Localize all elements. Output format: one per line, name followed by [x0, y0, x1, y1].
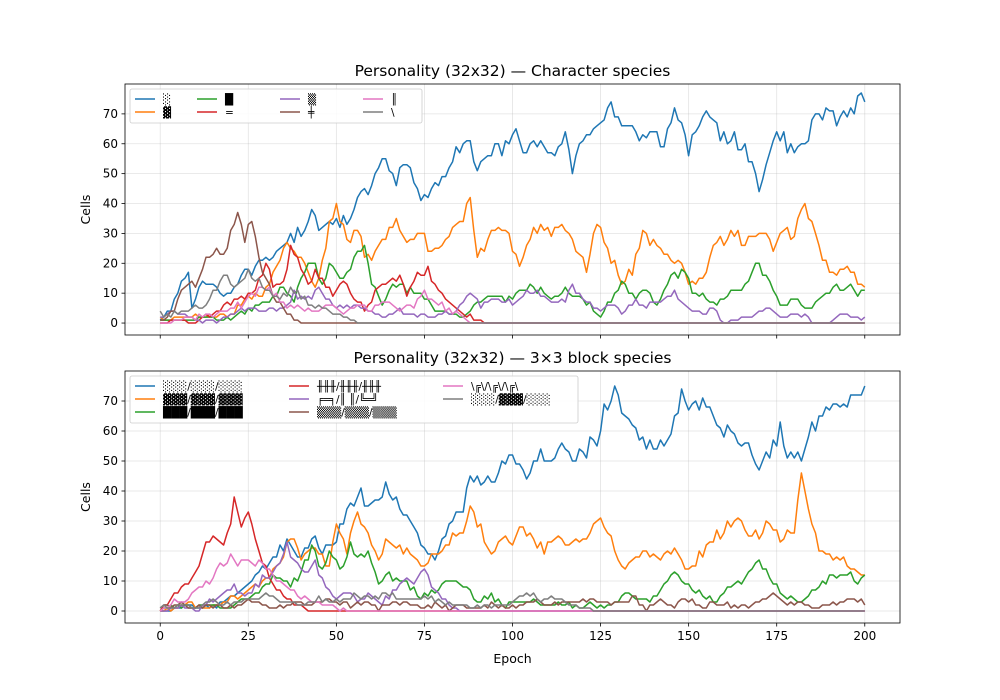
y-tick-label: 10 — [103, 286, 118, 300]
legend-label-3: ╫╫╫/╫╫╫/╫╫╫ — [316, 380, 382, 393]
legend-label-6: ║ — [391, 93, 397, 106]
x-tick-label: 125 — [589, 629, 612, 643]
y-tick-label: 30 — [103, 514, 118, 528]
legend-label-3: = — [225, 107, 234, 119]
x-tick-label: 25 — [241, 629, 256, 643]
y-tick-label: 20 — [103, 544, 118, 558]
top-chart-panel: 0 10 20 30 40 50 60 70 Personality (32x32) — Cha… — [78, 62, 901, 339]
legend-label-0: ░░░/░░░/░░░ — [163, 380, 243, 393]
legend-box — [129, 375, 579, 424]
y-tick-label: 40 — [103, 197, 118, 211]
y-tick-label: 60 — [103, 424, 118, 438]
y-tick-label: 70 — [103, 107, 118, 121]
x-tick-label: 50 — [329, 629, 344, 643]
x-tick-label: 175 — [765, 629, 788, 643]
legend-label-0: ░ — [163, 93, 171, 106]
series-line-2 — [160, 244, 865, 321]
series-line-1 — [159, 196, 866, 321]
legend-label-2: █ — [224, 93, 234, 106]
x-tick-label: 150 — [677, 629, 700, 643]
x-tick-label: 100 — [501, 629, 524, 643]
bottom-chart-panel: 0 25 50 75 100 125 150 175 200 0 10 20 30 40 50 60 70 Per… — [78, 349, 901, 666]
y-tick-label: 10 — [103, 574, 118, 588]
chart-title: Personality (32x32) — Character species — [355, 62, 671, 80]
y-tick-label: 20 — [103, 256, 118, 270]
y-tick-label: 50 — [103, 167, 118, 181]
legend-label-4: ▒ — [308, 93, 317, 106]
legend-label-5: ╪ — [307, 106, 315, 119]
x-axis-label: Epoch — [493, 651, 531, 666]
chart-title: Personality (32x32) — 3×3 block species — [353, 349, 671, 367]
legend-label-7: \ — [391, 107, 395, 119]
series-line-4 — [160, 283, 866, 324]
x-tick-label: 75 — [417, 629, 432, 643]
y-axis-label: Cells — [78, 482, 93, 512]
y-tick-label: 70 — [103, 394, 118, 408]
series-line-0 — [160, 385, 866, 612]
y-tick-label: 40 — [103, 484, 118, 498]
legend-label-4: ╒═╕/║ ║/╚═╝ — [317, 393, 378, 406]
y-tick-label: 0 — [110, 316, 118, 330]
x-tick-label: 0 — [156, 629, 164, 643]
y-tick-label: 30 — [103, 226, 118, 240]
y-tick-label: 60 — [103, 137, 118, 151]
series-line-7 — [159, 268, 865, 324]
x-tick-label: 200 — [853, 629, 876, 643]
y-axis-label: Cells — [78, 195, 93, 225]
series-line-0 — [159, 92, 866, 321]
y-tick-label: 50 — [103, 454, 118, 468]
legend-label-1: ▓ — [163, 106, 172, 119]
legend-label-6: \╔\/\╔\/\╔\ — [471, 381, 519, 393]
series-line-5 — [159, 592, 866, 612]
legend-label-5: ▒▒▒/▒▒▒/▒▒▒ — [317, 406, 398, 419]
series-line-7 — [159, 592, 865, 612]
legend-box — [129, 88, 423, 124]
legend-label-1: ▓▓▓/▓▓▓/▓▓▓ — [163, 393, 244, 406]
legend-label-2: ███/███/███ — [162, 406, 244, 419]
legend-label-7: ░░░/▓▓▓/░░░ — [471, 393, 551, 406]
y-tick-label: 0 — [110, 604, 118, 618]
